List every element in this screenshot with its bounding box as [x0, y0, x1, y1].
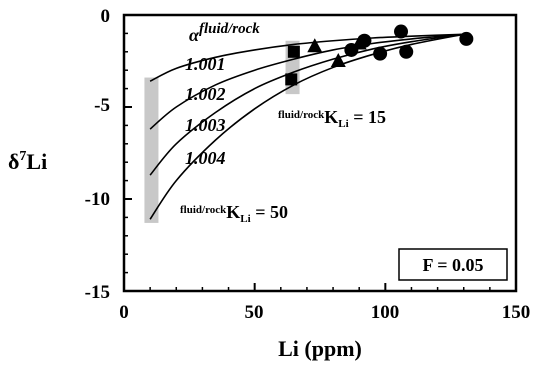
curve-label-1004: 1.004	[185, 148, 226, 168]
circle-marker	[459, 31, 474, 46]
model-curve-1002	[149, 33, 464, 130]
alpha-superscript: fluid/rock	[199, 21, 260, 37]
k-top-label: fluid/rockKLi = 15	[278, 107, 386, 130]
k-top-sub: Li	[338, 118, 348, 130]
alpha-symbol: α	[189, 25, 200, 45]
k-bottom-main: K	[226, 202, 240, 222]
k-bottom-prefix: fluid/rock	[180, 204, 227, 216]
y-axis-title-sup: 7	[19, 149, 26, 164]
k-bottom-value: = 50	[251, 202, 288, 222]
plot-frame	[122, 13, 518, 293]
y-tick-label: -15	[85, 282, 110, 303]
square-marker	[285, 73, 298, 86]
x-tick-label: 0	[119, 302, 129, 323]
k-bottom-sub: Li	[240, 213, 250, 225]
y-axis-title-main: Li	[26, 149, 47, 174]
circle-marker	[344, 42, 359, 57]
k-top-value: = 15	[349, 107, 386, 127]
square-marker	[287, 45, 300, 58]
k-top-prefix: fluid/rock	[278, 109, 325, 121]
triangle-marker	[307, 38, 323, 53]
curve-label-1001: 1.001	[185, 54, 226, 74]
circle-marker	[399, 44, 414, 59]
x-tick-label: 50	[245, 302, 264, 323]
x-axis-title: Li (ppm)	[278, 336, 362, 361]
y-axis-title-prefix: δ	[8, 149, 19, 174]
k-top-main: K	[324, 107, 338, 127]
y-tick-label: -5	[94, 95, 110, 116]
circle-marker	[373, 46, 388, 61]
y-axis-title: δ7Li	[8, 149, 47, 174]
curve-label-1003: 1.003	[185, 115, 226, 135]
alpha-label: αfluid/rock	[189, 21, 260, 45]
k-bottom-label: fluid/rockKLi = 50	[180, 202, 288, 225]
circle-marker	[394, 24, 409, 39]
model-curve-1003	[149, 33, 464, 176]
y-tick-label: 0	[101, 6, 111, 27]
circle-marker	[357, 33, 372, 48]
f-box-label: F = 0.05	[422, 255, 483, 275]
x-tick-label: 150	[502, 302, 531, 323]
gray-range-bar	[144, 77, 159, 223]
x-tick-label: 100	[371, 302, 400, 323]
data-markers	[285, 24, 474, 86]
triangle-marker	[330, 53, 346, 67]
f-box	[398, 248, 508, 281]
curve-label-1002: 1.002	[185, 84, 226, 104]
y-tick-label: -10	[85, 189, 110, 210]
axis-ticks	[123, 14, 517, 292]
